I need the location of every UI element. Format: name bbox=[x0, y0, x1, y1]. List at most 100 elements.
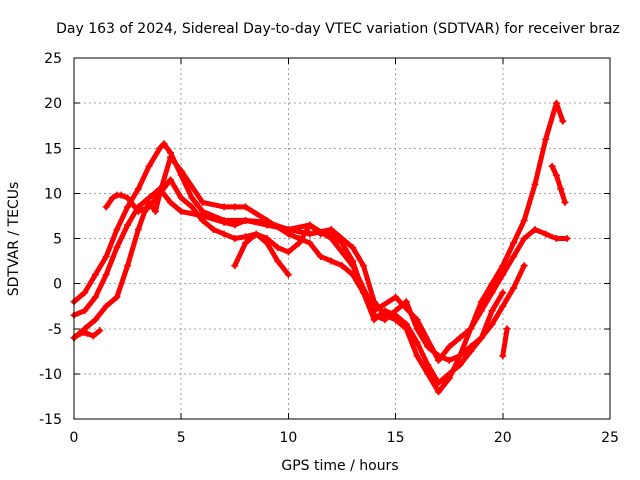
x-tick-label: 15 bbox=[387, 430, 405, 446]
series-point bbox=[552, 99, 560, 107]
series-point bbox=[317, 253, 325, 261]
x-tick-label: 5 bbox=[177, 430, 186, 446]
series-point bbox=[81, 307, 89, 315]
x-tick-label: 10 bbox=[279, 430, 297, 446]
series-point bbox=[499, 271, 507, 279]
series-point bbox=[561, 198, 569, 206]
grid-lines bbox=[74, 58, 610, 419]
series-point bbox=[177, 194, 185, 202]
series-point bbox=[284, 271, 292, 279]
series-point bbox=[91, 316, 99, 324]
x-tick-label: 0 bbox=[70, 430, 79, 446]
series-point bbox=[552, 171, 560, 179]
series-point bbox=[488, 289, 496, 297]
series-point bbox=[231, 235, 239, 242]
series-point bbox=[531, 225, 539, 233]
series-point bbox=[156, 144, 164, 152]
series-point bbox=[520, 216, 528, 224]
series-point bbox=[563, 235, 571, 242]
series-point bbox=[392, 311, 400, 319]
series-point bbox=[231, 203, 239, 211]
y-tick-label: 20 bbox=[44, 96, 62, 112]
series-point bbox=[91, 293, 99, 301]
series-point bbox=[413, 325, 421, 333]
series-point bbox=[467, 347, 475, 355]
series-point bbox=[306, 221, 314, 229]
x-tick-label: 20 bbox=[494, 430, 512, 446]
x-axis-label: GPS time / hours bbox=[281, 458, 398, 474]
series-point bbox=[242, 216, 250, 224]
series-point bbox=[349, 244, 357, 252]
series-point bbox=[477, 307, 485, 315]
series-point bbox=[96, 327, 104, 335]
series-point bbox=[220, 203, 228, 211]
y-tick-label: 5 bbox=[53, 232, 62, 248]
series-point bbox=[488, 307, 496, 315]
series-point bbox=[220, 218, 228, 226]
series-point bbox=[242, 203, 250, 211]
series-point bbox=[199, 198, 207, 206]
series-point bbox=[531, 180, 539, 188]
y-axis-label: SDTVAR / TECUs bbox=[6, 182, 22, 297]
series-point bbox=[548, 162, 556, 170]
series-point bbox=[102, 271, 110, 279]
series-point bbox=[499, 262, 507, 270]
series-point bbox=[124, 262, 132, 270]
series-point bbox=[413, 352, 421, 360]
series-track bbox=[103, 177, 506, 363]
series-point bbox=[284, 248, 292, 256]
series-point bbox=[520, 235, 528, 242]
series-point bbox=[424, 361, 432, 369]
series-point bbox=[359, 262, 367, 270]
series-point bbox=[263, 216, 271, 224]
series-point bbox=[231, 262, 239, 270]
series-point bbox=[113, 225, 121, 233]
series-point bbox=[274, 244, 282, 252]
series-point bbox=[263, 239, 271, 247]
y-tick-label: -10 bbox=[39, 367, 62, 383]
series-point bbox=[242, 233, 250, 241]
series-point bbox=[445, 343, 453, 351]
series-point bbox=[456, 352, 464, 360]
series-point bbox=[306, 239, 314, 247]
series-point bbox=[445, 356, 453, 364]
series-point bbox=[338, 239, 346, 247]
series-point bbox=[117, 191, 125, 199]
series-point bbox=[295, 235, 303, 242]
series-point bbox=[557, 185, 565, 193]
series-point bbox=[381, 316, 389, 324]
series-point bbox=[177, 207, 185, 215]
series-point bbox=[113, 293, 121, 301]
series-point bbox=[134, 225, 142, 233]
series-point bbox=[252, 230, 260, 238]
series-point bbox=[503, 325, 511, 333]
series-point bbox=[402, 320, 410, 328]
series-point bbox=[510, 284, 518, 292]
series-point bbox=[542, 135, 550, 143]
y-tick-label: -15 bbox=[39, 412, 62, 428]
series-point bbox=[177, 167, 185, 175]
series-point bbox=[199, 216, 207, 224]
y-tick-label: 0 bbox=[53, 277, 62, 293]
axis-ticks: 0 5 10 15 20 25 -15 -10 -5 0 5 10 15 20 25 bbox=[39, 51, 619, 446]
series-point bbox=[102, 253, 110, 261]
series-point bbox=[477, 298, 485, 306]
series-point bbox=[499, 302, 507, 310]
series-point bbox=[542, 230, 550, 238]
series-point bbox=[338, 262, 346, 270]
series-point bbox=[327, 257, 335, 265]
series-point bbox=[434, 379, 442, 387]
series-point bbox=[488, 320, 496, 328]
series-point bbox=[134, 207, 142, 215]
series-point bbox=[188, 203, 196, 211]
chart-title: Day 163 of 2024, Sidereal Day-to-day VTE… bbox=[56, 21, 620, 37]
series-point bbox=[284, 230, 292, 238]
y-tick-label: 25 bbox=[44, 51, 62, 67]
series-point bbox=[91, 271, 99, 279]
x-tick-label: 25 bbox=[601, 430, 619, 446]
series-point bbox=[220, 230, 228, 238]
series-track-5 bbox=[70, 162, 569, 360]
series-point bbox=[141, 207, 149, 215]
series-point bbox=[209, 225, 217, 233]
series-point bbox=[434, 352, 442, 360]
